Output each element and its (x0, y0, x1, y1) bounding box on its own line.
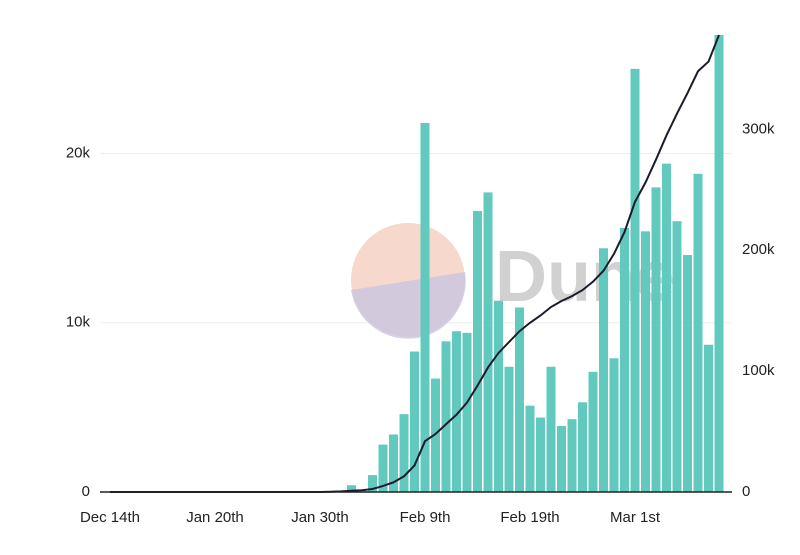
x-tick-label: Feb 19th (500, 509, 559, 526)
x-tick-label: Jan 30th (291, 509, 349, 526)
bar (431, 378, 440, 492)
bar (483, 192, 493, 492)
y2-tick-label: 200k (742, 241, 775, 258)
bar (672, 221, 682, 492)
bar (651, 187, 661, 493)
bar (389, 434, 398, 492)
bar (494, 300, 503, 492)
bar (515, 307, 524, 492)
bar (546, 366, 556, 492)
bar (630, 68, 640, 492)
bar (662, 163, 671, 493)
y-tick-label: 10k (66, 314, 91, 331)
bar (525, 405, 535, 492)
bar (578, 402, 587, 492)
x-tick-label: Mar 1st (610, 509, 661, 526)
bar (410, 351, 419, 492)
bar (462, 332, 472, 492)
bar (609, 358, 619, 492)
x-tick-label: Dec 14th (80, 509, 140, 526)
bar (557, 425, 566, 492)
x-tick-label: Feb 9th (400, 509, 451, 526)
bar (441, 341, 451, 492)
bar (504, 366, 514, 492)
y2-tick-label: 100k (742, 362, 775, 379)
bar (378, 444, 388, 492)
y2-tick-label: 0 (742, 483, 750, 500)
bar (714, 35, 724, 492)
y-tick-label: 20k (66, 144, 91, 161)
bar (399, 414, 409, 492)
watermark-logo (351, 223, 466, 339)
bar (620, 227, 629, 492)
bar (452, 331, 461, 492)
y2-tick-label: 300k (742, 120, 775, 137)
bar (693, 173, 703, 492)
y-tick-label: 0 (82, 483, 90, 500)
bar (420, 123, 430, 492)
bar (368, 475, 377, 492)
bar (588, 371, 598, 492)
bar (683, 255, 692, 492)
bar (704, 344, 713, 492)
bar (641, 231, 650, 492)
bar (536, 417, 545, 492)
bar (473, 211, 482, 492)
bar (347, 485, 356, 492)
x-tick-label: Jan 20th (186, 509, 244, 526)
bar (599, 248, 608, 492)
bar (567, 419, 577, 492)
